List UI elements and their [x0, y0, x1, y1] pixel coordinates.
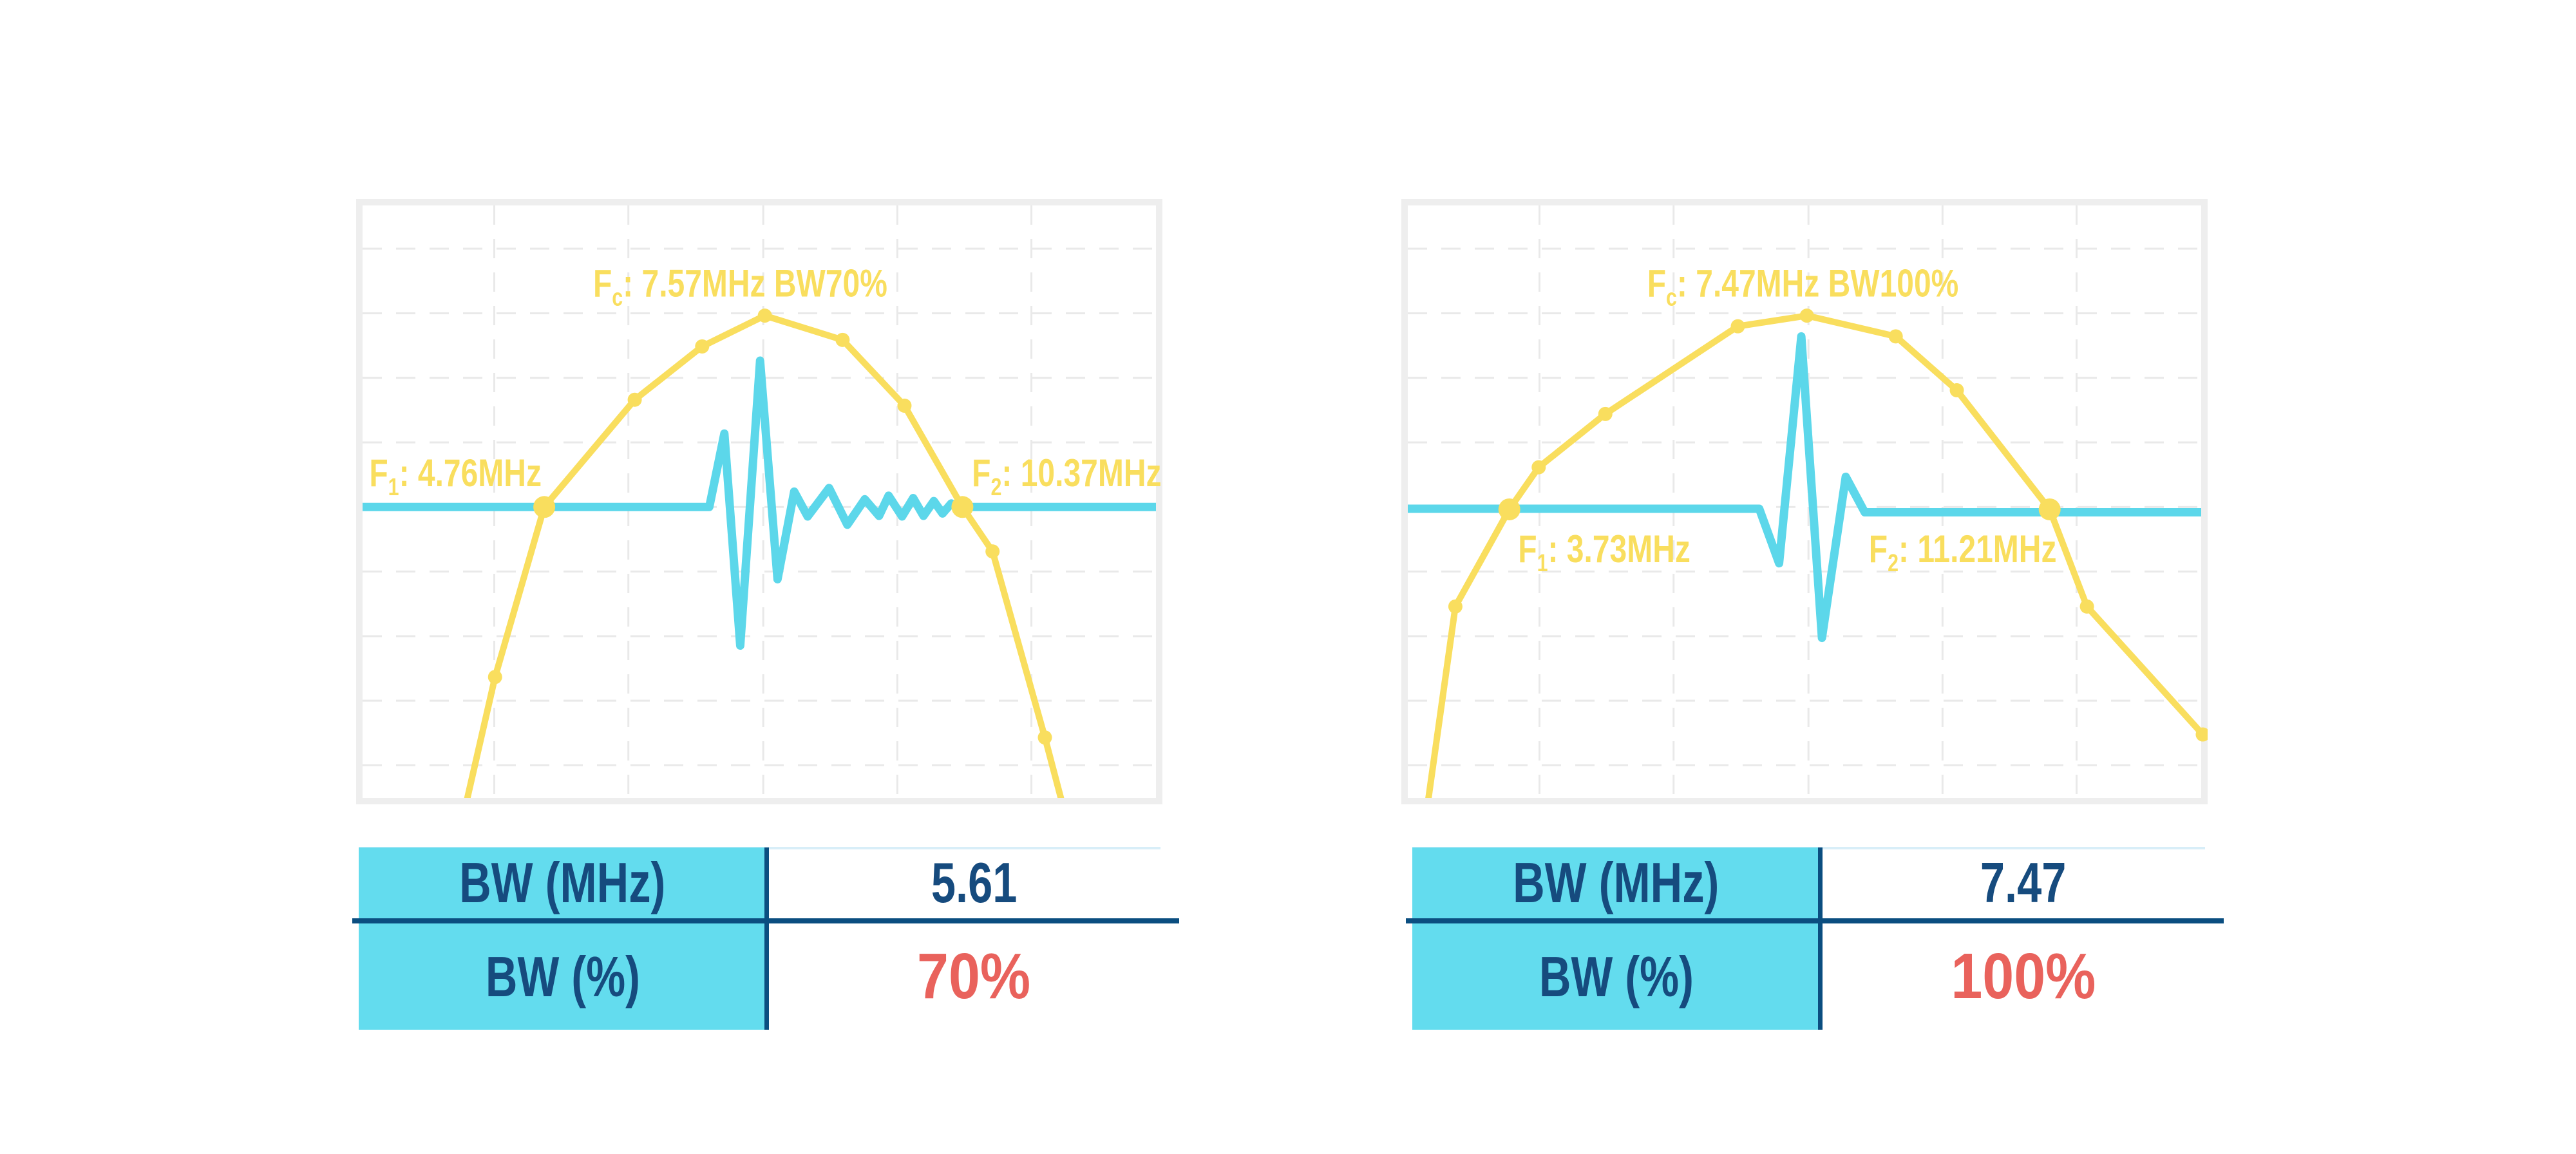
spectrum-curve [1425, 312, 2201, 798]
bw-table-bw100: BW (MHz) 7.47 BW (%) 100% [1406, 847, 2224, 1030]
chart-frame [356, 199, 1162, 804]
pulse-waveform [363, 356, 1156, 650]
bw-table-bw70: BW (MHz) 5.61 BW (%) 70% [352, 847, 1179, 1030]
bw-mhz-value: 5.61 [931, 851, 1018, 914]
spectrum-point-marker [2079, 599, 2094, 614]
spectrum-point-marker [1448, 599, 1463, 614]
spectrum-point-marker [1531, 460, 1546, 475]
pulse-waveform [1408, 332, 2201, 643]
spectrum-point-marker [1888, 329, 1903, 344]
table-column-divider [764, 847, 769, 1030]
bandwidth-crossing-marker [533, 496, 556, 518]
spectrum-chart-bw70: Fc: 7.57MHz BW70% F1: 4.76MHz F2: 10.37MHz [356, 199, 1162, 804]
f2-annotation: F2: 11.21MHz [1869, 527, 2057, 577]
bw-mhz-label: BW (MHz) [1513, 851, 1719, 914]
bw-mhz-label: BW (MHz) [459, 851, 666, 914]
f2-annotation: F2: 10.37MHz [972, 451, 1161, 501]
spectrum-chart-bw100: Fc: 7.47MHz BW100% F1: 3.73MHz F2: 11.21MH… [1401, 199, 2208, 804]
plot-area [1408, 205, 2201, 798]
table-column-divider [1818, 847, 1823, 1030]
spectrum-point-marker [835, 332, 850, 347]
bandwidth-crossing-marker [2038, 498, 2061, 520]
table-row-divider [1406, 918, 2224, 923]
chart-panel-bw100: Fc: 7.47MHz BW100% F1: 3.73MHz F2: 11.21MH… [1401, 199, 2208, 804]
fc-annotation: Fc: 7.47MHz BW100% [1647, 262, 1959, 312]
bw-percent-value: 70% [917, 940, 1031, 1012]
bw-mhz-value: 7.47 [1980, 851, 2067, 914]
f1-annotation: F1: 4.76MHz [369, 451, 542, 501]
bandwidth-crossing-marker [1498, 498, 1520, 520]
spectrum-point-marker [897, 398, 912, 413]
chart-frame [1401, 199, 2208, 804]
chart-panel-bw70: Fc: 7.57MHz BW70% F1: 4.76MHz F2: 10.37MHz [356, 199, 1162, 804]
fc-annotation: Fc: 7.57MHz BW70% [593, 262, 887, 312]
plot-area [363, 205, 1156, 798]
f1-annotation: F1: 3.73MHz [1518, 527, 1690, 577]
spectrum-point-marker [1037, 730, 1052, 745]
spectrum-point-marker [985, 544, 1000, 559]
spectrum-point-marker [627, 392, 642, 407]
spectrum-point-marker [1949, 383, 1964, 398]
spectrum-point-marker [1598, 406, 1613, 421]
spectrum-point-marker [757, 308, 772, 323]
spectrum-point-marker [488, 670, 502, 685]
table-header-column [359, 847, 766, 1030]
bw-percent-label: BW (%) [485, 944, 640, 1008]
spectrum-curve [464, 312, 1065, 798]
spectrum-point-marker-edge [2195, 727, 2208, 742]
spectrum-point-marker [1730, 319, 1745, 334]
spectrum-point-marker [695, 339, 710, 354]
bandwidth-crossing-marker [951, 496, 974, 518]
spectrum-point-marker [1799, 308, 1814, 323]
bw-percent-value: 100% [1950, 940, 2096, 1012]
table-header-column [1412, 847, 1820, 1030]
bw-percent-label: BW (%) [1539, 944, 1694, 1008]
